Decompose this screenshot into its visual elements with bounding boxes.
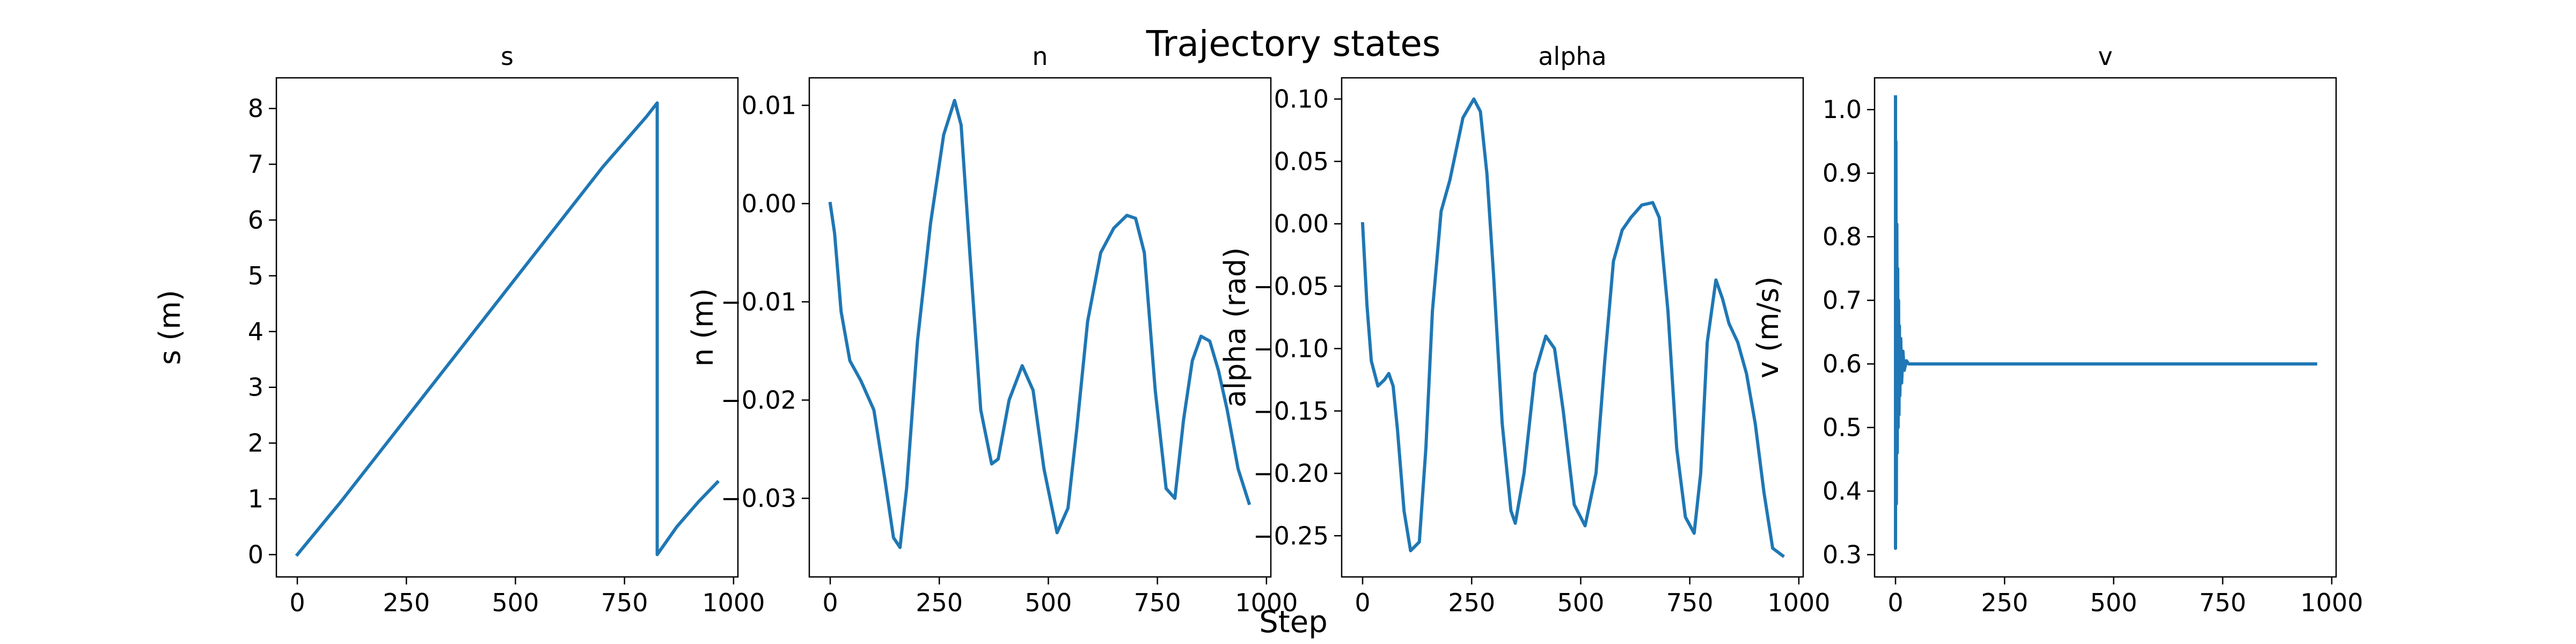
x-tick-label: 750 bbox=[1134, 588, 1181, 617]
x-tick-label: 0 bbox=[1887, 588, 1903, 617]
subplot-alpha-frame bbox=[1341, 77, 1804, 578]
y-tick-label: 0.4 bbox=[1823, 477, 1862, 506]
subplot-v-title: v bbox=[2098, 42, 2112, 71]
y-tick-label: 0.10 bbox=[1274, 85, 1329, 114]
subplot-n-marks: 0 250 500 750 1000 0.01 0.00 −0.01 −0.02 −0.03 bbox=[721, 77, 1298, 617]
x-tick-label: 1000 bbox=[2300, 588, 2363, 617]
series-line-n bbox=[828, 99, 1252, 550]
y-tick-label: 0.7 bbox=[1823, 286, 1862, 315]
y-tick-label: 0.9 bbox=[1823, 159, 1862, 188]
series-line-s bbox=[295, 101, 720, 557]
x-tick-label: 250 bbox=[916, 588, 963, 617]
subplot-v-ylabel: v (m/s) bbox=[1751, 276, 1785, 378]
y-tick-label: 4 bbox=[248, 317, 264, 346]
y-tick-label: 0.01 bbox=[742, 91, 796, 120]
y-tick-label: −0.20 bbox=[1253, 459, 1329, 488]
x-tick-label: 250 bbox=[383, 588, 430, 617]
y-tick-label: 0.8 bbox=[1823, 222, 1862, 251]
y-tick-label: 0.00 bbox=[742, 189, 796, 218]
x-tick-label: 1000 bbox=[1767, 588, 1830, 617]
y-tick-label: 7 bbox=[248, 150, 264, 179]
y-tick-label: −0.15 bbox=[1253, 397, 1329, 426]
x-tick-label: 750 bbox=[2199, 588, 2246, 617]
subplot-v-marks: 0 250 500 750 1000 1.0 0.9 0.8 0.7 0.6 0.5 0.4 0.3 bbox=[1823, 77, 2363, 617]
subplot-n: 0 250 500 750 1000 0.01 0.00 −0.01 −0.02 −0.03 n … bbox=[686, 42, 1298, 617]
subplot-n-title: n bbox=[1032, 42, 1048, 71]
series-line-v bbox=[1894, 95, 2317, 550]
subplot-alpha-ylabel: alpha (rad) bbox=[1218, 247, 1252, 408]
x-tick-label: 1000 bbox=[1235, 588, 1298, 617]
x-tick-label: 500 bbox=[2090, 588, 2138, 617]
y-tick-label: 3 bbox=[248, 373, 264, 402]
y-tick-label: 0.6 bbox=[1823, 349, 1862, 378]
y-tick-label: 2 bbox=[248, 429, 264, 458]
x-tick-label: 500 bbox=[492, 588, 539, 617]
subplot-s-frame bbox=[275, 77, 739, 578]
y-tick-label: −0.02 bbox=[721, 385, 796, 414]
subplot-v: 0 250 500 750 1000 1.0 0.9 0.8 0.7 0.6 0.5 0.4 0.3 v… bbox=[1751, 42, 2363, 617]
y-tick-label: 0 bbox=[248, 540, 264, 569]
figure-title: Trajectory states bbox=[1146, 23, 1440, 64]
x-tick-label: 750 bbox=[601, 588, 648, 617]
y-tick-label: −0.25 bbox=[1253, 521, 1329, 550]
y-tick-label: −0.10 bbox=[1253, 334, 1329, 363]
x-tick-label: 500 bbox=[1557, 588, 1605, 617]
subplot-v-frame bbox=[1874, 77, 2337, 578]
subplot-s: 0 250 500 750 1000 0 1 2 3 4 5 6 7 8 s s (m) bbox=[153, 42, 765, 617]
y-tick-label: −0.01 bbox=[721, 287, 796, 316]
subplot-s-marks: 0 250 500 750 1000 0 1 2 3 4 5 6 7 8 bbox=[248, 77, 765, 617]
y-tick-label: 8 bbox=[248, 94, 264, 123]
x-tick-label: 750 bbox=[1666, 588, 1714, 617]
figure-xlabel: Step bbox=[1259, 605, 1328, 640]
subplot-s-ylabel: s (m) bbox=[153, 290, 187, 365]
subplot-alpha: 0 250 500 750 1000 0.10 0.05 0.00 −0.05 −0.10 −0.1… bbox=[1218, 42, 1830, 617]
x-tick-label: 0 bbox=[289, 588, 305, 617]
y-tick-label: 0.00 bbox=[1274, 209, 1329, 238]
y-tick-label: 5 bbox=[248, 261, 264, 290]
y-tick-label: −0.05 bbox=[1253, 272, 1329, 301]
y-tick-label: 1.0 bbox=[1823, 95, 1862, 124]
y-tick-label: 0.5 bbox=[1823, 413, 1862, 442]
subplot-alpha-marks: 0 250 500 750 1000 0.10 0.05 0.00 −0.05 −0.10 −0.1… bbox=[1253, 77, 1830, 617]
y-tick-label: 0.3 bbox=[1823, 540, 1862, 569]
y-tick-label: 6 bbox=[248, 206, 264, 235]
subplot-alpha-title: alpha bbox=[1538, 42, 1607, 71]
x-tick-label: 250 bbox=[1981, 588, 2028, 617]
y-tick-label: 0.05 bbox=[1274, 147, 1329, 176]
subplot-s-title: s bbox=[501, 42, 514, 71]
subplot-n-frame bbox=[808, 77, 1272, 578]
x-tick-label: 0 bbox=[822, 588, 838, 617]
subplot-n-ylabel: n (m) bbox=[686, 288, 720, 367]
x-tick-label: 0 bbox=[1355, 588, 1370, 617]
x-tick-label: 1000 bbox=[702, 588, 765, 617]
series-line-alpha bbox=[1360, 97, 1785, 558]
x-tick-label: 250 bbox=[1448, 588, 1495, 617]
x-tick-label: 500 bbox=[1025, 588, 1072, 617]
y-tick-label: −0.03 bbox=[721, 484, 796, 513]
y-tick-label: 1 bbox=[248, 485, 264, 514]
